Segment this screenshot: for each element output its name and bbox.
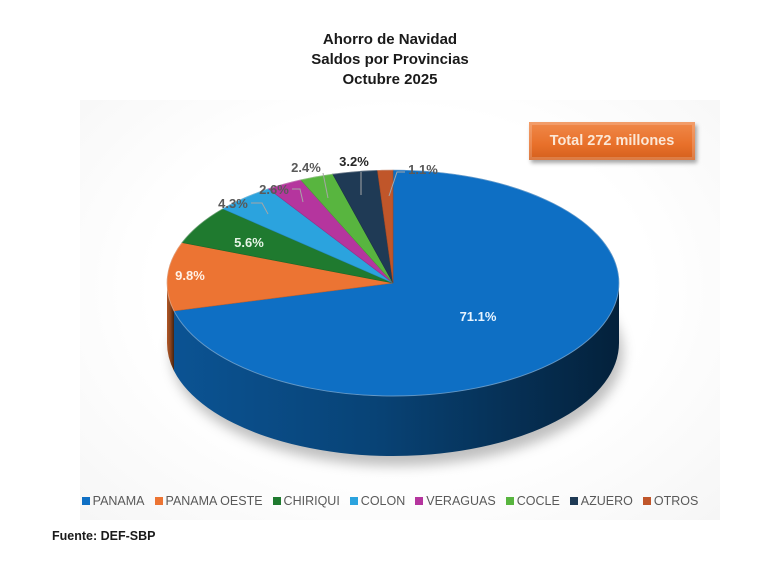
data-label-cocle: 2.4% bbox=[291, 160, 321, 175]
pie-slice-otros bbox=[377, 169, 394, 284]
pie-slice-panama-oeste bbox=[166, 242, 394, 312]
legend-label: CHIRIQUI bbox=[283, 494, 340, 508]
title-line-1: Ahorro de Navidad bbox=[322, 31, 458, 48]
legend-item-chiriqui: CHIRIQUI bbox=[272, 494, 340, 508]
legend-swatch bbox=[81, 497, 90, 505]
pie-side-panama-oeste bbox=[167, 283, 174, 371]
legend-label: COLON bbox=[360, 494, 406, 508]
legend-label: PANAMA bbox=[92, 494, 145, 508]
data-label-colon: 4.3% bbox=[218, 196, 248, 211]
leader-line bbox=[388, 171, 405, 197]
title-line-3: Octubre 2025 bbox=[342, 71, 438, 88]
legend-swatch bbox=[569, 497, 578, 505]
legend-swatch bbox=[505, 497, 514, 505]
chart-title: Ahorro de Navidad Saldos por Provincias … bbox=[0, 30, 780, 90]
leader-line bbox=[322, 172, 329, 199]
leader-line bbox=[292, 188, 304, 203]
data-label-veraguas: 2.6% bbox=[259, 182, 289, 197]
legend-item-panama: PANAMA bbox=[81, 494, 145, 508]
legend-swatch bbox=[642, 497, 651, 505]
legend-swatch bbox=[349, 497, 358, 505]
legend-label: VERAGUAS bbox=[426, 494, 496, 508]
pie-slice-panama bbox=[173, 169, 620, 397]
legend-item-veraguas: VERAGUAS bbox=[415, 494, 496, 508]
legend-swatch bbox=[415, 497, 424, 505]
leader-line bbox=[251, 202, 269, 215]
data-label-panama-oeste: 9.8% bbox=[175, 268, 205, 283]
legend-item-otros: OTROS bbox=[642, 494, 699, 508]
legend-label: AZUERO bbox=[580, 494, 633, 508]
legend-swatch bbox=[272, 497, 281, 505]
total-badge: Total 272 millones bbox=[529, 122, 695, 160]
legend: PANAMA PANAMA OESTE CHIRIQUI COLON VERAGUAS C… bbox=[0, 494, 780, 508]
legend-item-panama-oeste: PANAMA OESTE bbox=[154, 494, 263, 508]
title-line-2: Saldos por Provincias bbox=[311, 51, 469, 68]
data-label-chiriqui: 5.6% bbox=[234, 235, 264, 250]
legend-label: PANAMA OESTE bbox=[165, 494, 263, 508]
source-note: Fuente: DEF-SBP bbox=[52, 529, 156, 543]
legend-item-azuero: AZUERO bbox=[569, 494, 633, 508]
legend-item-colon: COLON bbox=[349, 494, 406, 508]
legend-swatch bbox=[154, 497, 163, 505]
data-label-panama: 71.1% bbox=[460, 309, 497, 324]
legend-label: COCLE bbox=[516, 494, 560, 508]
legend-item-cocle: COCLE bbox=[505, 494, 560, 508]
data-label-azuero: 3.2% bbox=[339, 154, 369, 169]
legend-label: OTROS bbox=[653, 494, 699, 508]
pie-side-panama bbox=[173, 283, 619, 457]
data-label-otros: 1.1% bbox=[408, 162, 438, 177]
